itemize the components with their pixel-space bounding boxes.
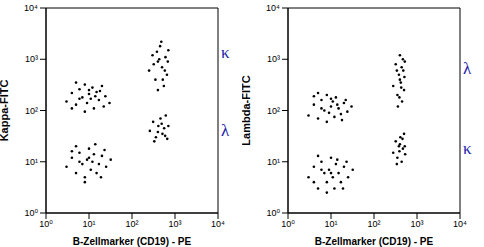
svg-text:10²: 10² — [125, 219, 138, 229]
svg-text:10³: 10³ — [267, 54, 280, 64]
html-text:λ: λ — [221, 121, 230, 140]
svg-text:10²: 10² — [25, 106, 38, 116]
svg-text:10⁴: 10⁴ — [211, 219, 225, 229]
svg-text:10²: 10² — [367, 219, 380, 229]
svg-text:10¹: 10¹ — [324, 219, 337, 229]
svg-text:10⁴: 10⁴ — [453, 219, 467, 229]
svg-text:10⁰: 10⁰ — [266, 208, 280, 218]
html-text:κ: κ — [463, 139, 472, 158]
svg-text:B-Zellmarker (CD19) - PE: B-Zellmarker (CD19) - PE — [73, 236, 192, 247]
svg-text:10⁴: 10⁴ — [24, 3, 38, 13]
svg-text:Kappa-FITC: Kappa-FITC — [8, 80, 10, 142]
svg-text:10²: 10² — [267, 106, 280, 116]
svg-text:10⁴: 10⁴ — [266, 3, 280, 13]
svg-text:10³: 10³ — [168, 219, 181, 229]
svg-text:10⁰: 10⁰ — [24, 208, 38, 218]
svg-text:10³: 10³ — [25, 54, 38, 64]
svg-text:10¹: 10¹ — [82, 219, 95, 229]
svg-text:10¹: 10¹ — [25, 157, 38, 167]
svg-text:10⁰: 10⁰ — [39, 219, 53, 229]
svg-text:Lambda-FITC: Lambda-FITC — [242, 75, 252, 145]
svg-text:10⁰: 10⁰ — [281, 219, 295, 229]
svg-text:B-Zellmarker (CD19) - PE: B-Zellmarker (CD19) - PE — [315, 236, 434, 247]
svg-text:10³: 10³ — [410, 219, 423, 229]
svg-text:10¹: 10¹ — [267, 157, 280, 167]
html-text:κ: κ — [221, 43, 230, 62]
html-text:λ: λ — [463, 59, 472, 78]
